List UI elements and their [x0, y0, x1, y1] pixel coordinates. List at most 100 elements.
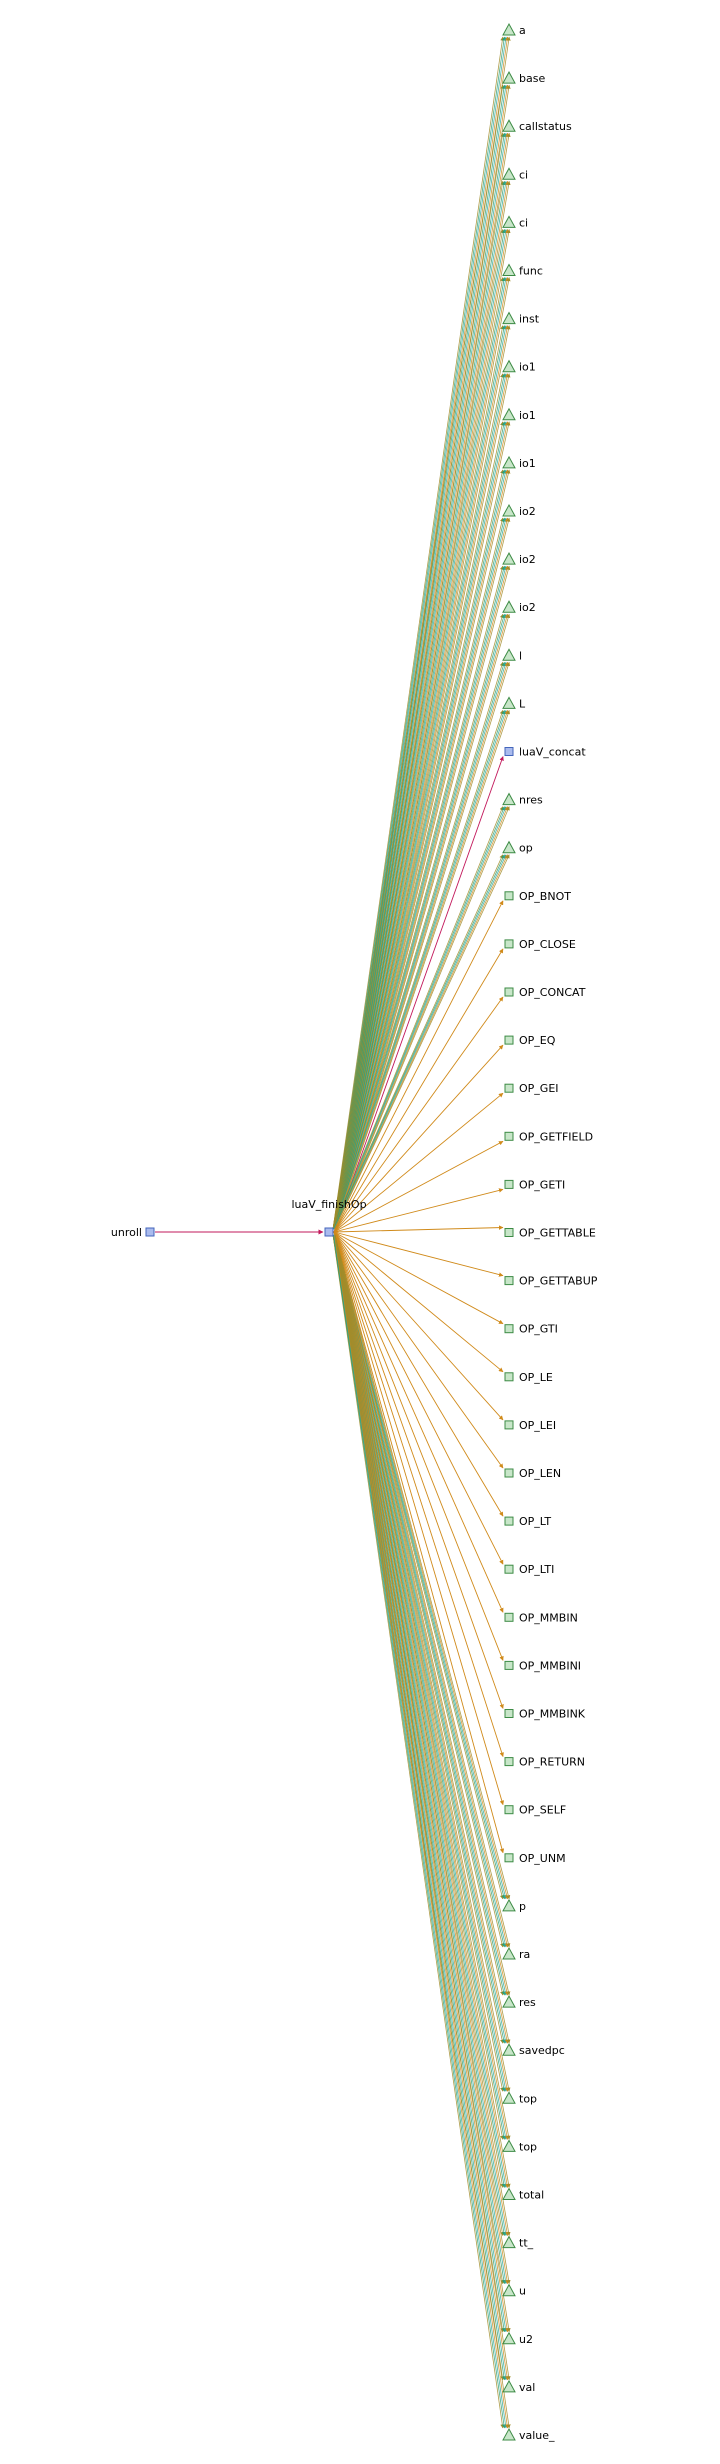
target-node-io2[interactable]: io2 [502, 503, 536, 518]
target-node-op-lt[interactable]: OP_LT [504, 1515, 551, 1528]
edge-to-callstatus [332, 132, 505, 1230]
target-node-val[interactable]: val [502, 2379, 535, 2394]
triangle-node-icon [502, 119, 516, 132]
target-node-op-gti[interactable]: OP_GTI [504, 1323, 558, 1336]
edge-to-l [333, 661, 507, 1230]
target-node-io2[interactable]: io2 [502, 552, 536, 566]
target-node-io2[interactable]: io2 [502, 600, 536, 614]
target-node-label: OP_MMBIN [519, 1611, 578, 1624]
source-node[interactable]: unroll [111, 1226, 155, 1239]
square-node-icon [504, 1709, 514, 1718]
triangle-node-icon [502, 2379, 516, 2393]
target-node-ci[interactable]: ci [502, 167, 528, 181]
edge-to-op-bnot [333, 900, 504, 1233]
target-node-func[interactable]: func [502, 263, 543, 278]
target-node-total[interactable]: total [502, 2187, 544, 2202]
target-node-io1[interactable]: io1 [502, 359, 536, 374]
target-node-op-eq[interactable]: OP_EQ [504, 1034, 556, 1047]
target-node-op[interactable]: op [502, 840, 533, 855]
target-node-top[interactable]: top [502, 2091, 537, 2105]
edge-to-op-lt [333, 1231, 504, 1517]
target-node-label: OP_GEI [519, 1082, 559, 1095]
target-node-l[interactable]: l [502, 648, 522, 662]
edge-to-inst [333, 325, 506, 1230]
edge-to-op-le [333, 1231, 504, 1373]
edge-to-op-lei [333, 1231, 504, 1421]
edge-to-u [334, 1234, 511, 2285]
target-node-label: u2 [519, 2333, 533, 2346]
edge-to-top [334, 1234, 509, 2092]
target-node-value-[interactable]: value_ [502, 2427, 555, 2442]
edge-to-l [333, 710, 506, 1230]
square-node-icon [504, 1083, 514, 1093]
target-node-op-gei[interactable]: OP_GEI [504, 1082, 559, 1095]
triangle-node-icon [502, 503, 516, 517]
target-node-op-self[interactable]: OP_SELF [504, 1804, 566, 1817]
target-node-savedpc[interactable]: savedpc [502, 2043, 565, 2057]
target-node-op-mmbin[interactable]: OP_MMBIN [504, 1611, 578, 1624]
target-node-label: OP_MMBINI [519, 1659, 581, 1672]
target-node-op-mmbink[interactable]: OP_MMBINK [504, 1708, 586, 1721]
target-node-ra[interactable]: ra [502, 1946, 530, 1961]
square-node-icon [504, 1276, 514, 1286]
edge-to-p [333, 1234, 508, 1900]
target-node-l[interactable]: L [502, 696, 526, 710]
edge-to-ci [333, 229, 506, 1230]
triangle-node-icon [502, 2187, 516, 2200]
square-node-icon [504, 1131, 514, 1141]
target-node-op-mmbini[interactable]: OP_MMBINI [504, 1659, 581, 1672]
target-node-op-le[interactable]: OP_LE [504, 1371, 553, 1384]
target-node-u2[interactable]: u2 [502, 2331, 533, 2346]
target-node-top[interactable]: top [502, 2139, 537, 2153]
target-node-base[interactable]: base [502, 71, 545, 85]
target-node-op-unm[interactable]: OP_UNM [504, 1852, 566, 1865]
target-node-io1[interactable]: io1 [502, 407, 536, 422]
triangle-node-icon [502, 215, 516, 228]
target-node-label: OP_EQ [519, 1034, 556, 1047]
target-node-p[interactable]: p [502, 1898, 526, 1913]
target-node-a[interactable]: a [502, 22, 526, 37]
target-node-op-gettabup[interactable]: OP_GETTABUP [504, 1275, 598, 1288]
edge-to-l [334, 710, 509, 1230]
edge-to-u [334, 1234, 509, 2285]
target-node-u[interactable]: u [502, 2283, 526, 2298]
edge-to-top [334, 1234, 511, 2092]
target-node-callstatus[interactable]: callstatus [502, 119, 572, 133]
edge-to-io1 [332, 469, 504, 1230]
target-node-label: func [519, 265, 543, 278]
target-node-luav-concat[interactable]: luaV_concat [504, 746, 586, 759]
target-node-op-geti[interactable]: OP_GETI [504, 1178, 565, 1191]
target-node-op-getfield[interactable]: OP_GETFIELD [504, 1130, 593, 1143]
edge-to-io2 [333, 613, 507, 1230]
target-node-label: val [519, 2381, 535, 2394]
target-node-label: io1 [519, 409, 536, 422]
target-node-op-lei[interactable]: OP_LEI [504, 1419, 556, 1432]
target-node-ci[interactable]: ci [502, 215, 528, 229]
edge-to-op [333, 854, 505, 1230]
target-node-op-gettable[interactable]: OP_GETTABLE [504, 1227, 596, 1240]
square-node-icon [504, 939, 514, 949]
target-node-io1[interactable]: io1 [502, 455, 536, 470]
target-node-op-close[interactable]: OP_CLOSE [504, 938, 576, 951]
target-node-op-len[interactable]: OP_LEN [504, 1467, 561, 1480]
target-node-res[interactable]: res [502, 1995, 536, 2009]
edge-to-op-gettable [333, 1225, 504, 1233]
target-node-inst[interactable]: inst [502, 311, 540, 326]
triangle-node-icon [502, 263, 516, 276]
edge-to-ra [334, 1234, 511, 1948]
target-node-label: savedpc [519, 2044, 565, 2057]
edge-to-io1 [333, 469, 508, 1230]
edge-to-luav-concat [333, 756, 504, 1233]
target-node-op-concat[interactable]: OP_CONCAT [504, 986, 586, 999]
center-node[interactable]: luaV_finishOp [291, 1198, 367, 1237]
target-node-nres[interactable]: nres [502, 792, 543, 807]
target-node-label: u [519, 2285, 526, 2298]
target-node-label: OP_RETURN [519, 1756, 585, 1769]
target-node-op-return[interactable]: OP_RETURN [504, 1756, 585, 1769]
target-node-op-bnot[interactable]: OP_BNOT [504, 890, 571, 903]
target-node-tt-[interactable]: tt_ [502, 2235, 534, 2250]
nodes-layer: unroll luaV_finishOp a base callstatus ci ci… [111, 22, 598, 2442]
edge-to-op-unm [333, 1231, 505, 1854]
target-node-op-lti[interactable]: OP_LTI [504, 1563, 554, 1576]
